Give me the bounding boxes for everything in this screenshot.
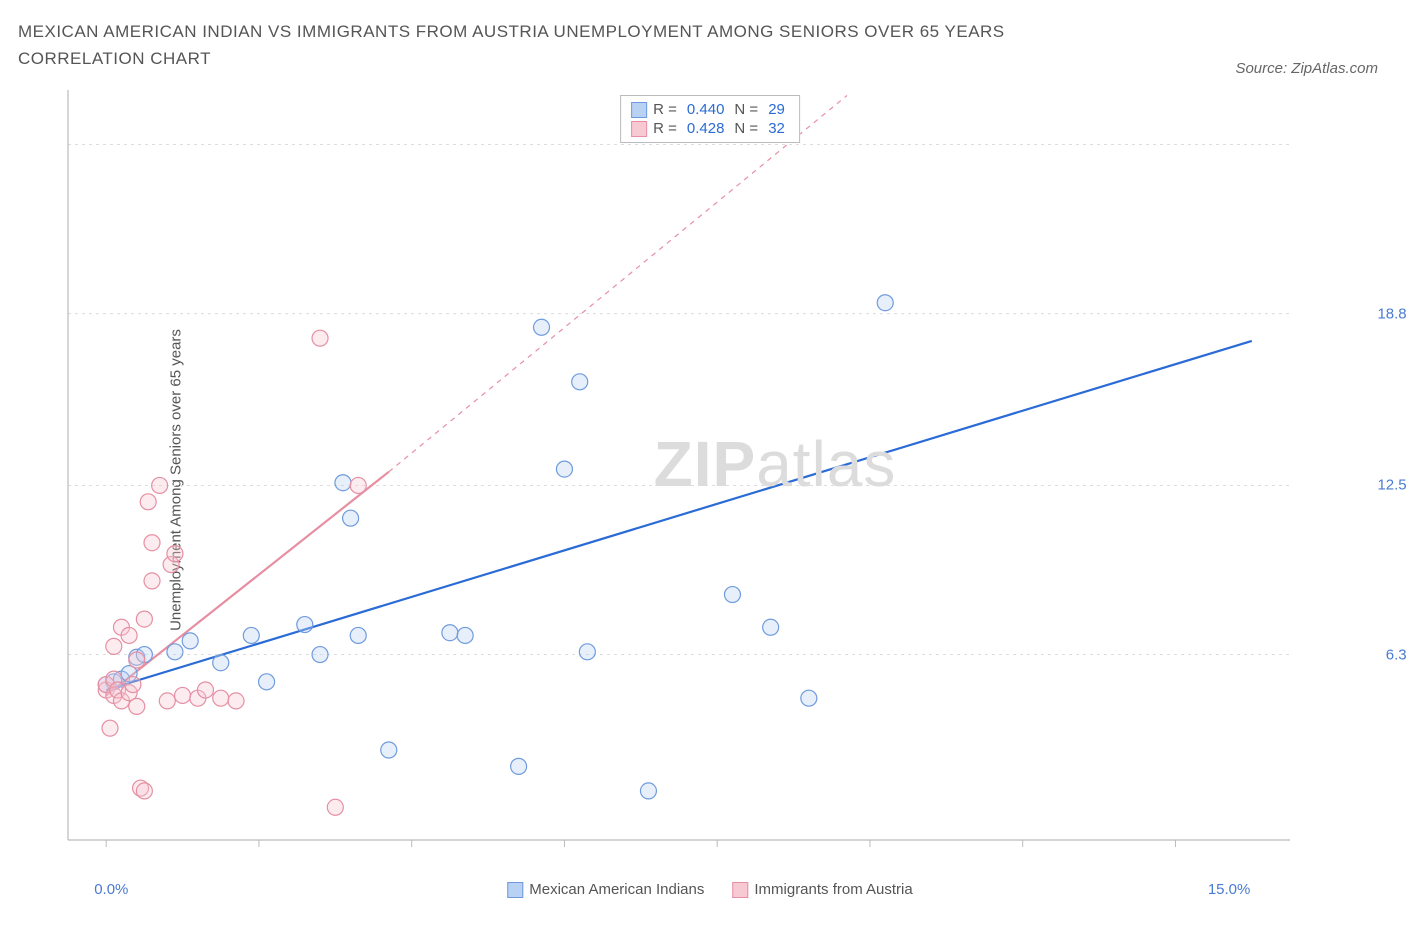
swatch-pink: [631, 121, 647, 137]
legend: Mexican American Indians Immigrants from…: [507, 881, 912, 898]
n-value-pink: 32: [764, 120, 789, 137]
legend-swatch-blue: [507, 882, 523, 898]
r-value-blue: 0.440: [683, 101, 729, 118]
y-tick-label: 12.5%: [1377, 477, 1406, 494]
scatter-plot: [60, 90, 1360, 870]
legend-item-blue: Mexican American Indians: [507, 881, 704, 898]
n-label: N =: [734, 101, 758, 118]
stats-box: R = 0.440 N = 29 R = 0.428 N = 32: [620, 95, 800, 143]
chart-area: Unemployment Among Seniors over 65 years…: [60, 90, 1360, 870]
x-tick-label: 15.0%: [1208, 881, 1251, 898]
r-label: R =: [653, 120, 677, 137]
source-attribution: Source: ZipAtlas.com: [1235, 60, 1378, 77]
n-value-blue: 29: [764, 101, 789, 118]
legend-item-pink: Immigrants from Austria: [732, 881, 912, 898]
stats-row-pink: R = 0.428 N = 32: [631, 119, 789, 138]
legend-label-blue: Mexican American Indians: [529, 881, 704, 898]
swatch-blue: [631, 102, 647, 118]
n-label: N =: [734, 120, 758, 137]
stats-row-blue: R = 0.440 N = 29: [631, 100, 789, 119]
chart-title: MEXICAN AMERICAN INDIAN VS IMMIGRANTS FR…: [18, 18, 1118, 72]
y-tick-label: 6.3%: [1386, 646, 1406, 663]
y-tick-label: 18.8%: [1377, 305, 1406, 322]
r-value-pink: 0.428: [683, 120, 729, 137]
r-label: R =: [653, 101, 677, 118]
legend-label-pink: Immigrants from Austria: [754, 881, 912, 898]
legend-swatch-pink: [732, 882, 748, 898]
x-tick-label: 0.0%: [94, 881, 128, 898]
